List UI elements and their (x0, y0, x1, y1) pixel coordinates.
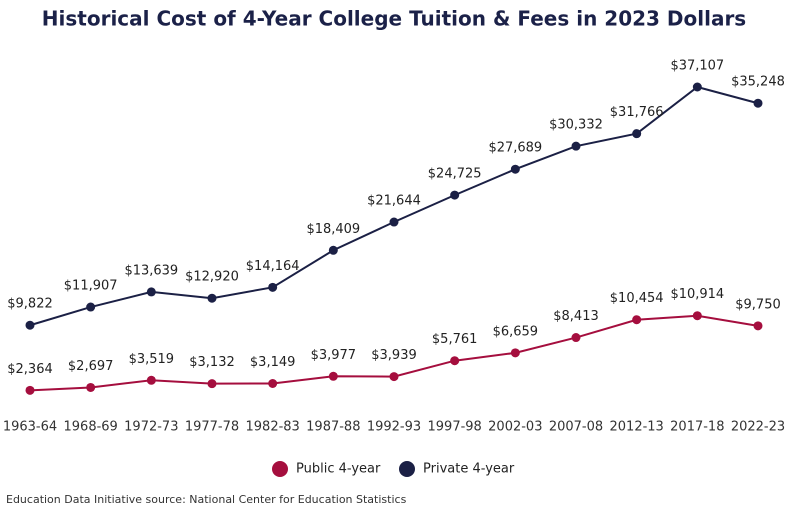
data-point (328, 371, 338, 381)
x-tick-label: 1987-88 (306, 420, 360, 435)
data-point (86, 382, 96, 392)
x-tick-label: 1982-83 (246, 420, 300, 435)
legend-label: Private 4-year (423, 462, 515, 477)
data-point (207, 379, 217, 389)
x-tick-label: 2017-18 (670, 420, 724, 435)
data-label: $18,409 (306, 222, 360, 237)
data-label: $9,822 (7, 297, 53, 312)
data-point (753, 98, 763, 108)
data-point (207, 293, 217, 303)
x-tick-label: 1963-64 (3, 420, 57, 435)
data-point (510, 164, 520, 174)
data-point (25, 385, 35, 395)
data-point (389, 372, 399, 382)
data-point (146, 375, 156, 385)
x-tick-label: 2022-23 (731, 420, 785, 435)
source: Education Data Initiative source: Nation… (6, 493, 407, 506)
data-point (268, 282, 278, 292)
data-label: $2,364 (7, 362, 53, 377)
data-point (692, 311, 702, 321)
data-label: $14,164 (246, 259, 300, 274)
data-label: $10,914 (670, 287, 724, 302)
data-point (25, 320, 35, 330)
x-tick-label: 1968-69 (64, 420, 118, 435)
data-label: $35,248 (731, 75, 785, 90)
data-label: $3,132 (189, 355, 235, 370)
data-label: $24,725 (428, 167, 482, 182)
data-label: $6,659 (493, 324, 539, 339)
data-label: $2,697 (68, 359, 114, 374)
x-tick-label: 1997-98 (428, 420, 482, 435)
data-label: $12,920 (185, 270, 239, 285)
data-point (268, 379, 278, 389)
data-label: $5,761 (432, 332, 478, 347)
x-tick-label: 2012-13 (610, 420, 664, 435)
data-label: $3,977 (311, 348, 357, 363)
data-label: $11,907 (64, 279, 118, 294)
data-label: $31,766 (610, 105, 664, 120)
data-label: $37,107 (670, 59, 724, 74)
chart-title: Historical Cost of 4-Year College Tuitio… (42, 7, 746, 31)
data-point (632, 315, 642, 325)
data-label: $27,689 (488, 141, 542, 156)
data-point (86, 302, 96, 312)
data-label: $3,519 (129, 352, 175, 367)
x-tick-label: 2002-03 (488, 420, 542, 435)
legend-marker (399, 461, 415, 477)
data-point (571, 141, 581, 151)
data-label: $8,413 (553, 309, 599, 324)
data-point (510, 348, 520, 358)
x-tick-label: 1977-78 (185, 420, 239, 435)
x-tick-label: 1972-73 (124, 420, 178, 435)
data-point (450, 356, 460, 366)
data-label: $3,939 (371, 348, 417, 363)
data-label: $3,149 (250, 355, 296, 370)
data-label: $10,454 (610, 291, 664, 306)
data-point (571, 333, 581, 343)
data-point (692, 82, 702, 92)
legend-label: Public 4-year (296, 462, 381, 477)
data-label: $9,750 (735, 297, 781, 312)
data-point (389, 217, 399, 227)
data-point (632, 129, 642, 139)
x-tick-label: 1992-93 (367, 420, 421, 435)
data-point (328, 245, 338, 255)
data-point (753, 321, 763, 331)
data-point (146, 287, 156, 297)
data-label: $30,332 (549, 118, 603, 133)
legend-marker (272, 461, 288, 477)
x-tick-label: 2007-08 (549, 420, 603, 435)
data-label: $21,644 (367, 194, 421, 209)
data-point (450, 190, 460, 200)
data-label: $13,639 (124, 263, 178, 278)
